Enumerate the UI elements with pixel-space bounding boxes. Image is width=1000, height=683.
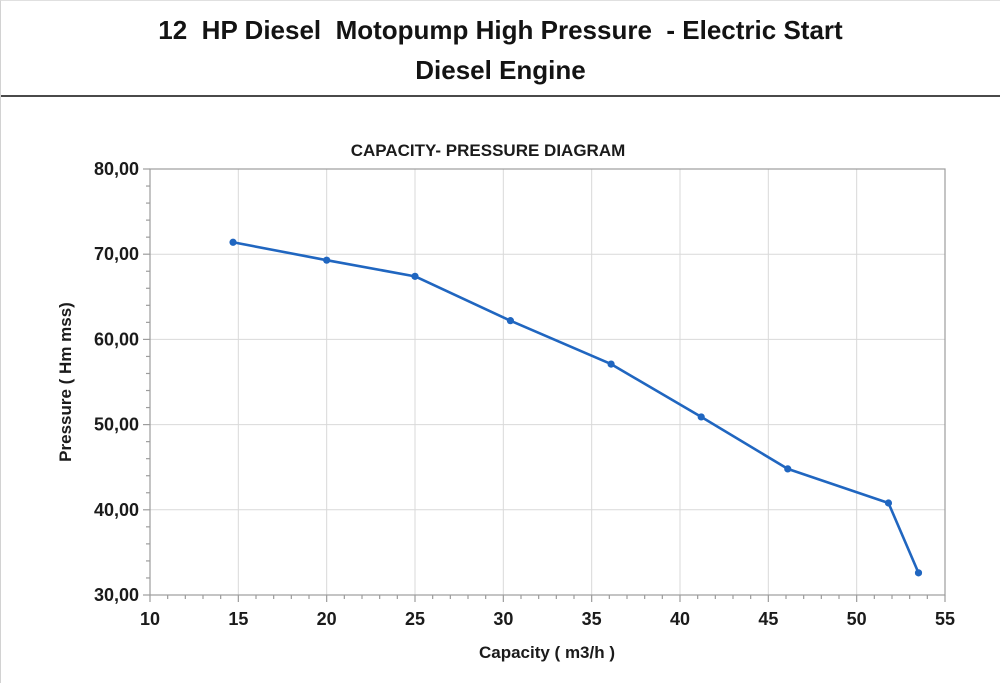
x-tick-label: 30: [493, 609, 513, 629]
y-tick-label: 40,00: [94, 500, 139, 520]
x-tick-label: 10: [140, 609, 160, 629]
page-header: 12 HP Diesel Motopump High Pressure - El…: [1, 1, 1000, 97]
y-axis-title: Pressure ( Hm mss): [56, 302, 75, 462]
data-point-marker: [323, 256, 331, 264]
x-tick-label: 15: [228, 609, 248, 629]
plot-area: 10 15 20 25 30 35 40 45 50 55 30,00 40,00 50,00 60,00…: [94, 159, 955, 629]
data-point-marker: [411, 272, 419, 280]
x-tick-label: 40: [670, 609, 690, 629]
x-tick-label: 35: [582, 609, 602, 629]
data-point-marker: [697, 413, 705, 421]
data-point-marker: [914, 569, 923, 577]
chart-title: CAPACITY- PRESSURE DIAGRAM: [351, 141, 626, 160]
x-tick-label: 55: [935, 609, 955, 629]
x-tick-label: 20: [317, 609, 337, 629]
data-point-marker: [884, 499, 893, 507]
y-tick-label: 30,00: [94, 585, 139, 605]
x-tick-label: 50: [847, 609, 867, 629]
y-tick-label: 60,00: [94, 329, 139, 349]
x-tick-label: 25: [405, 609, 425, 629]
x-axis-title: Capacity ( m3/h ): [479, 643, 615, 662]
data-point-marker: [229, 238, 237, 246]
plot-border: [149, 168, 946, 596]
y-tick-label: 80,00: [94, 159, 139, 179]
data-point-marker: [506, 317, 514, 325]
data-point-marker: [607, 360, 615, 368]
x-tick-label: 45: [758, 609, 778, 629]
y-tick-label: 70,00: [94, 244, 139, 264]
y-tick-label: 50,00: [94, 415, 139, 435]
pressure-curve-line: [231, 240, 920, 575]
page-subtitle: Diesel Engine: [415, 55, 586, 85]
page-title: 12 HP Diesel Motopump High Pressure - El…: [158, 15, 843, 45]
data-point-marker: [784, 465, 792, 473]
